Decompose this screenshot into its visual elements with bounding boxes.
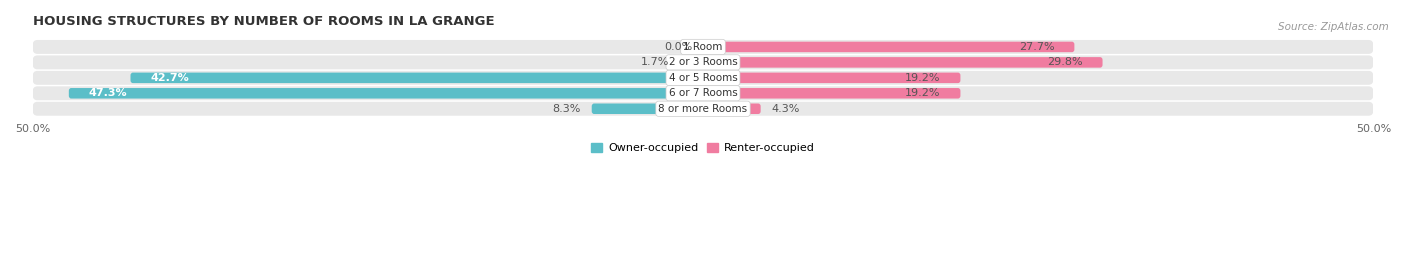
- FancyBboxPatch shape: [32, 71, 1374, 85]
- Text: 1.7%: 1.7%: [641, 57, 669, 68]
- FancyBboxPatch shape: [32, 102, 1374, 116]
- FancyBboxPatch shape: [703, 57, 1102, 68]
- FancyBboxPatch shape: [131, 73, 703, 83]
- Text: 6 or 7 Rooms: 6 or 7 Rooms: [669, 88, 737, 98]
- FancyBboxPatch shape: [703, 104, 761, 114]
- Text: 19.2%: 19.2%: [905, 73, 941, 83]
- Text: HOUSING STRUCTURES BY NUMBER OF ROOMS IN LA GRANGE: HOUSING STRUCTURES BY NUMBER OF ROOMS IN…: [32, 15, 495, 28]
- FancyBboxPatch shape: [703, 42, 1074, 52]
- Text: 42.7%: 42.7%: [150, 73, 190, 83]
- Text: 27.7%: 27.7%: [1019, 42, 1054, 52]
- FancyBboxPatch shape: [592, 104, 703, 114]
- Text: 8.3%: 8.3%: [553, 104, 581, 114]
- Text: Source: ZipAtlas.com: Source: ZipAtlas.com: [1278, 22, 1389, 31]
- Text: 8 or more Rooms: 8 or more Rooms: [658, 104, 748, 114]
- Text: 4 or 5 Rooms: 4 or 5 Rooms: [669, 73, 737, 83]
- Text: 4.3%: 4.3%: [772, 104, 800, 114]
- FancyBboxPatch shape: [703, 73, 960, 83]
- FancyBboxPatch shape: [681, 57, 703, 68]
- FancyBboxPatch shape: [32, 55, 1374, 69]
- Text: 2 or 3 Rooms: 2 or 3 Rooms: [669, 57, 737, 68]
- FancyBboxPatch shape: [703, 88, 960, 98]
- FancyBboxPatch shape: [69, 88, 703, 98]
- FancyBboxPatch shape: [32, 86, 1374, 100]
- FancyBboxPatch shape: [32, 40, 1374, 54]
- Text: 0.0%: 0.0%: [664, 42, 692, 52]
- Text: 47.3%: 47.3%: [89, 88, 128, 98]
- Text: 19.2%: 19.2%: [905, 88, 941, 98]
- Text: 1 Room: 1 Room: [683, 42, 723, 52]
- Text: 29.8%: 29.8%: [1047, 57, 1083, 68]
- Legend: Owner-occupied, Renter-occupied: Owner-occupied, Renter-occupied: [586, 138, 820, 157]
